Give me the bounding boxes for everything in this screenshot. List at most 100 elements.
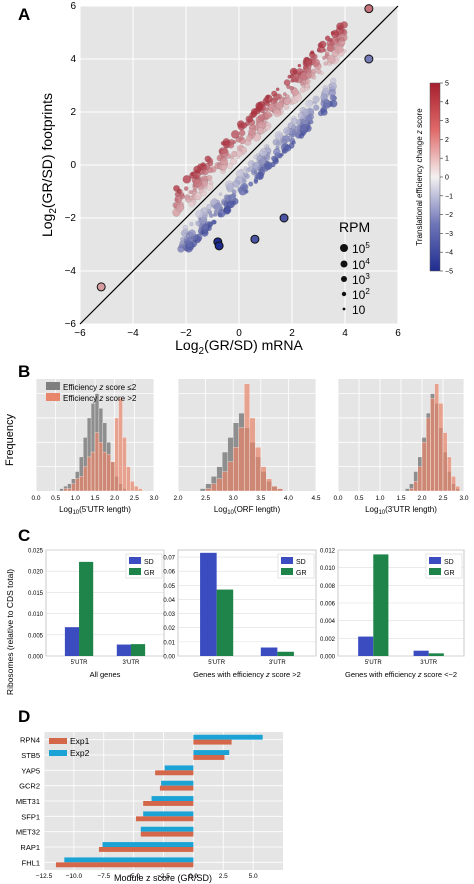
scatter-x-ticks: −6 −4 −2 0 2 4 6: [74, 328, 401, 339]
scatter-point: [257, 127, 264, 134]
scatter-points: [96, 4, 374, 292]
histogram-bar-orange: [75, 478, 80, 492]
y-tick-label: 2: [70, 107, 76, 118]
scatter-point: [337, 25, 343, 30]
y-tick-label: 6: [70, 1, 76, 12]
bar-exp1: [136, 816, 194, 822]
scatter-point: [177, 245, 185, 253]
scatter-point: [253, 170, 258, 175]
scatter-point: [324, 98, 330, 104]
x-tick-label: 0.0: [333, 495, 342, 502]
bar-sd: [260, 647, 278, 656]
category-label: 3'UTR: [123, 660, 140, 666]
scatter-point: [258, 113, 266, 121]
x-tick-label: 2.5: [201, 495, 210, 502]
module-x-axis-label: Module z score (GR/SD): [114, 873, 212, 883]
y-tick-label: −2: [65, 213, 77, 224]
scatter-point: [174, 195, 183, 203]
scatter-point: [294, 125, 301, 132]
scatter-point-highlighted: [250, 234, 260, 244]
scatter-point: [304, 83, 310, 89]
bar-exp1: [193, 739, 232, 745]
y-tick-label: −4: [65, 266, 77, 277]
bar-exp1: [159, 785, 194, 791]
bar-exp1: [143, 801, 194, 806]
bar-sd: [64, 627, 80, 656]
scatter-point: [264, 161, 273, 170]
scatter-point: [280, 152, 284, 157]
scatter-point: [200, 162, 206, 167]
rpm-legend-label-1e3: 103: [352, 272, 370, 287]
legend-label-le2: Efficiency z score ≤2: [63, 383, 137, 392]
scatter-point: [276, 93, 283, 100]
category-label: STB5: [21, 751, 40, 760]
scatter-point: [206, 174, 213, 182]
scatter-point: [201, 180, 209, 187]
histogram-bar-orange: [409, 488, 414, 492]
scatter-point: [231, 189, 237, 195]
x-tick-label: 1.5: [396, 495, 405, 502]
colorbar-tick-label: −4: [445, 250, 453, 257]
scatter-point: [282, 92, 287, 97]
scatter-point: [230, 155, 234, 160]
histogram-bar-orange: [126, 466, 131, 492]
scatter-point: [265, 94, 270, 99]
colorbar-tick-label: −2: [445, 212, 453, 219]
scatter-point: [189, 221, 194, 227]
bar-gr: [216, 589, 234, 656]
bar-caption: Genes with efficiency z score <−2: [345, 670, 457, 679]
scatter-point: [312, 75, 317, 80]
scatter-diagonal-line: [79, 5, 399, 325]
scatter-point-highlighted: [96, 282, 106, 292]
scatter-point: [273, 109, 282, 118]
scatter-point: [275, 87, 280, 92]
scatter-point: [193, 192, 202, 201]
y-tick-label: 0.000: [320, 655, 336, 661]
histogram-bar-gray: [405, 488, 410, 492]
scatter-point: [320, 93, 328, 101]
scatter-point: [182, 175, 192, 184]
scatter-point: [173, 185, 180, 192]
legend-swatch-sd: [129, 557, 141, 564]
colorbar-tick-label: −5: [445, 269, 453, 276]
scatter-point: [291, 117, 298, 125]
category-label: 5'UTR: [365, 660, 382, 666]
bar-genes-lt-2: 0.000 0.002 0.004 0.006 0.008 0.010 0.012 5'UTR…: [320, 549, 465, 679]
scatter-point: [195, 210, 204, 219]
histogram-bar-orange: [134, 485, 139, 492]
scatter-y-axis-label: Log2(GR/SD) footprints: [39, 93, 59, 237]
caption-part: z: [417, 670, 422, 679]
legend-swatch-gt2: [46, 393, 60, 401]
module-legend: Exp1 Exp2: [49, 736, 90, 758]
scatter-point: [276, 140, 282, 146]
histogram-bar-orange: [118, 398, 123, 492]
y-tick-label: 0.01: [163, 640, 175, 646]
x-tick-label: 3.0: [229, 495, 238, 502]
legend-label-sd: SD: [296, 559, 306, 566]
scatter-point: [230, 130, 240, 139]
colorbar-tick-label: 2: [445, 137, 449, 144]
histogram-bar-gray: [199, 488, 206, 492]
x-tick-label: 0.0: [189, 873, 198, 880]
scatter-point: [193, 178, 202, 188]
histogram-bar-orange: [266, 478, 272, 492]
rpm-legend-marker-1e4: [340, 260, 348, 268]
histogram-bar-orange: [205, 488, 212, 492]
histogram-bar-orange: [238, 427, 245, 492]
scatter-point: [177, 189, 182, 194]
y-tick-label: 0.006: [320, 602, 336, 608]
scatter-point: [235, 169, 245, 178]
scatter-point: [253, 154, 258, 160]
category-label: YAP5: [21, 766, 40, 775]
scatter-point: [230, 158, 237, 165]
scatter-point: [226, 183, 234, 191]
scatter-point: [237, 186, 244, 193]
x-tick-label: 2.0: [173, 495, 182, 502]
x-tick-label: 0.0: [31, 495, 40, 502]
scatter-point: [240, 146, 247, 153]
scatter-point: [328, 84, 332, 88]
rpm-size-legend: RPM 105 104 103 102 10: [339, 219, 370, 317]
histogram-panel-b: Frequency 0.0 0.5 1.0 1.5 2.0 2.5 3.0Log10(5'U…: [4, 379, 469, 516]
histogram-y-axis-label: Frequency: [4, 414, 16, 466]
histogram-bar-orange: [222, 471, 228, 492]
